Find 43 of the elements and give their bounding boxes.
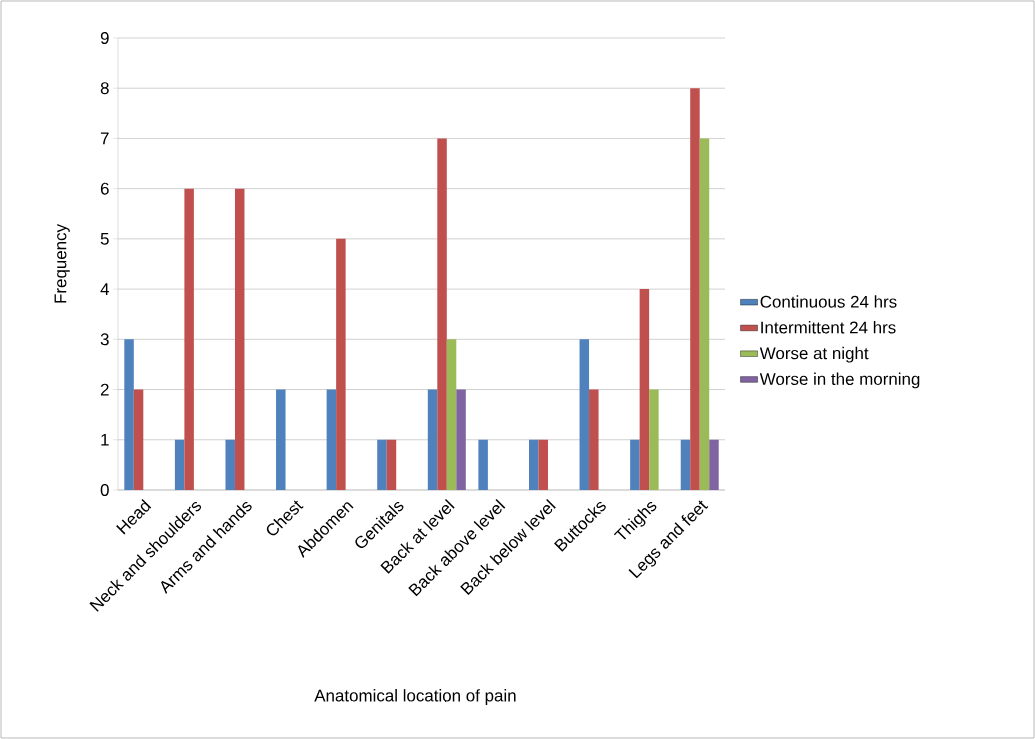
bar	[326, 389, 337, 490]
bar	[184, 188, 194, 490]
y-tick-label: 2	[100, 383, 109, 396]
bar	[234, 188, 245, 490]
bar	[446, 339, 457, 490]
bar	[639, 289, 650, 490]
bar	[225, 439, 235, 490]
bar	[630, 439, 640, 490]
bar	[528, 439, 539, 490]
bar	[336, 238, 346, 490]
bar	[709, 439, 719, 490]
legend-label: Worse in the morning	[759, 372, 920, 389]
legend-label: Continuous 24 hrs	[760, 295, 897, 308]
bar	[386, 439, 397, 490]
bar	[377, 439, 387, 490]
y-tick-label: 1	[101, 433, 109, 446]
bar	[690, 88, 700, 490]
y-tick-label: 7	[100, 132, 109, 145]
y-tick-label: 8	[100, 82, 109, 95]
x-axis-title: Anatomical location of pain	[314, 689, 516, 705]
legend-label: Worse at night	[759, 346, 869, 363]
bar	[276, 389, 286, 490]
bar	[133, 389, 144, 490]
y-tick-label: 3	[100, 333, 109, 346]
y-tick-label: 4	[100, 283, 109, 295]
bar	[538, 439, 548, 490]
bar	[437, 138, 447, 490]
bar	[174, 439, 185, 490]
bar	[478, 439, 488, 490]
bar	[427, 389, 438, 490]
bar	[589, 389, 599, 490]
bar	[124, 339, 134, 490]
bar	[680, 439, 691, 490]
y-tick-label: 5	[100, 232, 109, 245]
legend-label: Intermittent 24 hrs	[761, 321, 896, 334]
y-tick-label: 9	[100, 31, 109, 44]
bar	[649, 389, 659, 490]
bar	[699, 138, 710, 490]
bar	[456, 389, 466, 490]
y-tick-label: 6	[100, 182, 109, 195]
y-tick-label: 0	[100, 483, 109, 496]
bar	[579, 339, 590, 490]
y-axis-title: Frequency	[54, 224, 70, 303]
